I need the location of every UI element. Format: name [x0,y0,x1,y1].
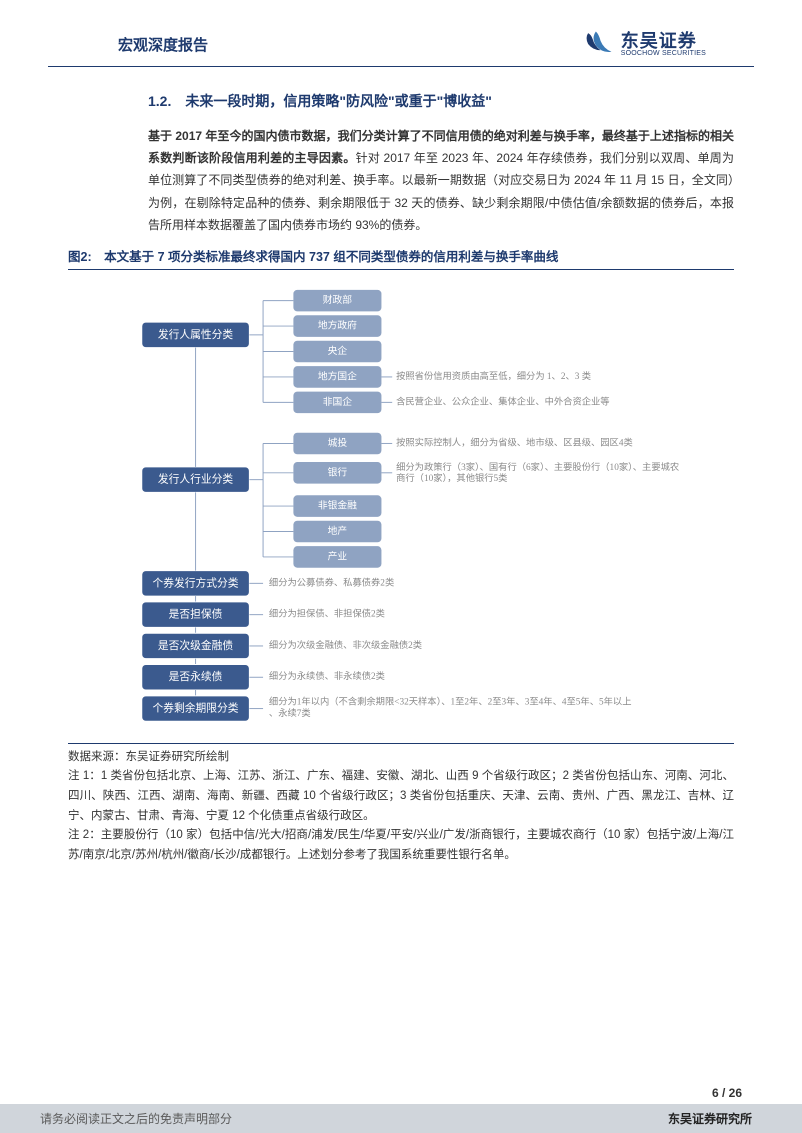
svg-text:含民营企业、公众企业、集体企业、中外合资企业等: 含民营企业、公众企业、集体企业、中外合资企业等 [396,395,609,407]
logo-cn: 东吴证券 [621,32,706,50]
footer-disclaimer: 请务必阅读正文之后的免责声明部分 [40,1110,232,1127]
svg-text:地方政府: 地方政府 [318,319,357,332]
svg-text:按照省份信用资质由高至低，细分为 1、2、3 类: 按照省份信用资质由高至低，细分为 1、2、3 类 [396,370,591,382]
figure-note1: 注 1：1 类省份包括北京、上海、江苏、浙江、广东、福建、安徽、湖北、山西 9 … [68,767,734,826]
figure-source: 数据来源：东吴证券研究所绘制 [68,743,734,768]
svg-text:地方国企: 地方国企 [318,369,357,382]
svg-text:是否次级金融债: 是否次级金融债 [158,639,234,652]
svg-text:个券剩余期限分类: 个券剩余期限分类 [153,702,239,715]
svg-text:个券发行方式分类: 个券发行方式分类 [153,576,239,589]
svg-text:细分为政策行（3家）、国有行（6家）、主要股份行（10家）、: 细分为政策行（3家）、国有行（6家）、主要股份行（10家）、主要城农 [396,461,679,473]
page-number: 6 / 26 [0,1086,802,1104]
svg-text:产业: 产业 [328,549,348,562]
figure-title: 图2: 本文基于 7 项分类标准最终求得国内 737 组不同类型债券的信用利差与… [68,246,734,270]
svg-text:地产: 地产 [328,524,348,537]
footer: 6 / 26 请务必阅读正文之后的免责声明部分 东吴证券研究所 [0,1086,802,1133]
page-header: 宏观深度报告 东吴证券 SOOCHOW SECURITIES [48,0,754,67]
svg-text:是否担保债: 是否担保债 [169,608,223,621]
svg-text:非银金融: 非银金融 [318,499,357,512]
svg-text:央企: 央企 [328,344,348,357]
svg-text:细分为公募债券、私募债券2类: 细分为公募债券、私募债券2类 [269,576,394,588]
report-type: 宏观深度报告 [118,34,208,55]
svg-text:银行: 银行 [328,465,348,478]
flowchart-diagram: 发行人属性分类 财政部地方政府央企地方国企 按照省份信用资质由高至低，细分为 1、2… [68,276,734,743]
content: 1.2. 未来一段时期，信用策略"防风险"或重于"博收益" 基于 2017 年至… [0,67,802,865]
section-heading: 1.2. 未来一段时期，信用策略"防风险"或重于"博收益" [148,91,734,111]
svg-text:按照实际控制人，细分为省级、地市级、区县级、园区4类: 按照实际控制人，细分为省级、地市级、区县级、园区4类 [396,436,633,448]
flowchart-svg: 发行人属性分类 财政部地方政府央企地方国企 按照省份信用资质由高至低，细分为 1、2… [68,284,734,734]
svg-text:细分为次级金融债、非次级金融债2类: 细分为次级金融债、非次级金融债2类 [269,639,422,651]
svg-text:非国企: 非国企 [323,395,353,408]
svg-text:是否永续债: 是否永续债 [169,670,223,683]
svg-text:发行人属性分类: 发行人属性分类 [158,328,234,341]
figure-note2: 注 2：主要股份行（10 家）包括中信/光大/招商/浦发/民生/华夏/平安/兴业… [68,826,734,865]
footer-org: 东吴证券研究所 [668,1110,752,1127]
svg-text:发行人行业分类: 发行人行业分类 [158,473,234,486]
svg-text:商行（10家），其他银行5类: 商行（10家），其他银行5类 [396,472,507,484]
body-paragraph: 基于 2017 年至今的国内债市数据，我们分类计算了不同信用债的绝对利差与换手率… [148,125,734,236]
logo: 东吴证券 SOOCHOW SECURITIES [583,30,706,58]
logo-en: SOOCHOW SECURITIES [621,50,706,57]
svg-text:细分为1年以内（不含剩余期限<32天样本）、1至2年、2至3: 细分为1年以内（不含剩余期限<32天样本）、1至2年、2至3年、3至4年、4至5… [269,696,632,708]
svg-text:细分为担保债、非担保债2类: 细分为担保债、非担保债2类 [269,608,385,620]
svg-text:细分为永续债、非永续债2类: 细分为永续债、非永续债2类 [269,670,385,682]
svg-text:、永续7类: 、永续7类 [269,707,311,719]
svg-text:财政部: 财政部 [323,293,353,306]
svg-text:城投: 城投 [328,436,348,449]
logo-icon [583,30,615,58]
